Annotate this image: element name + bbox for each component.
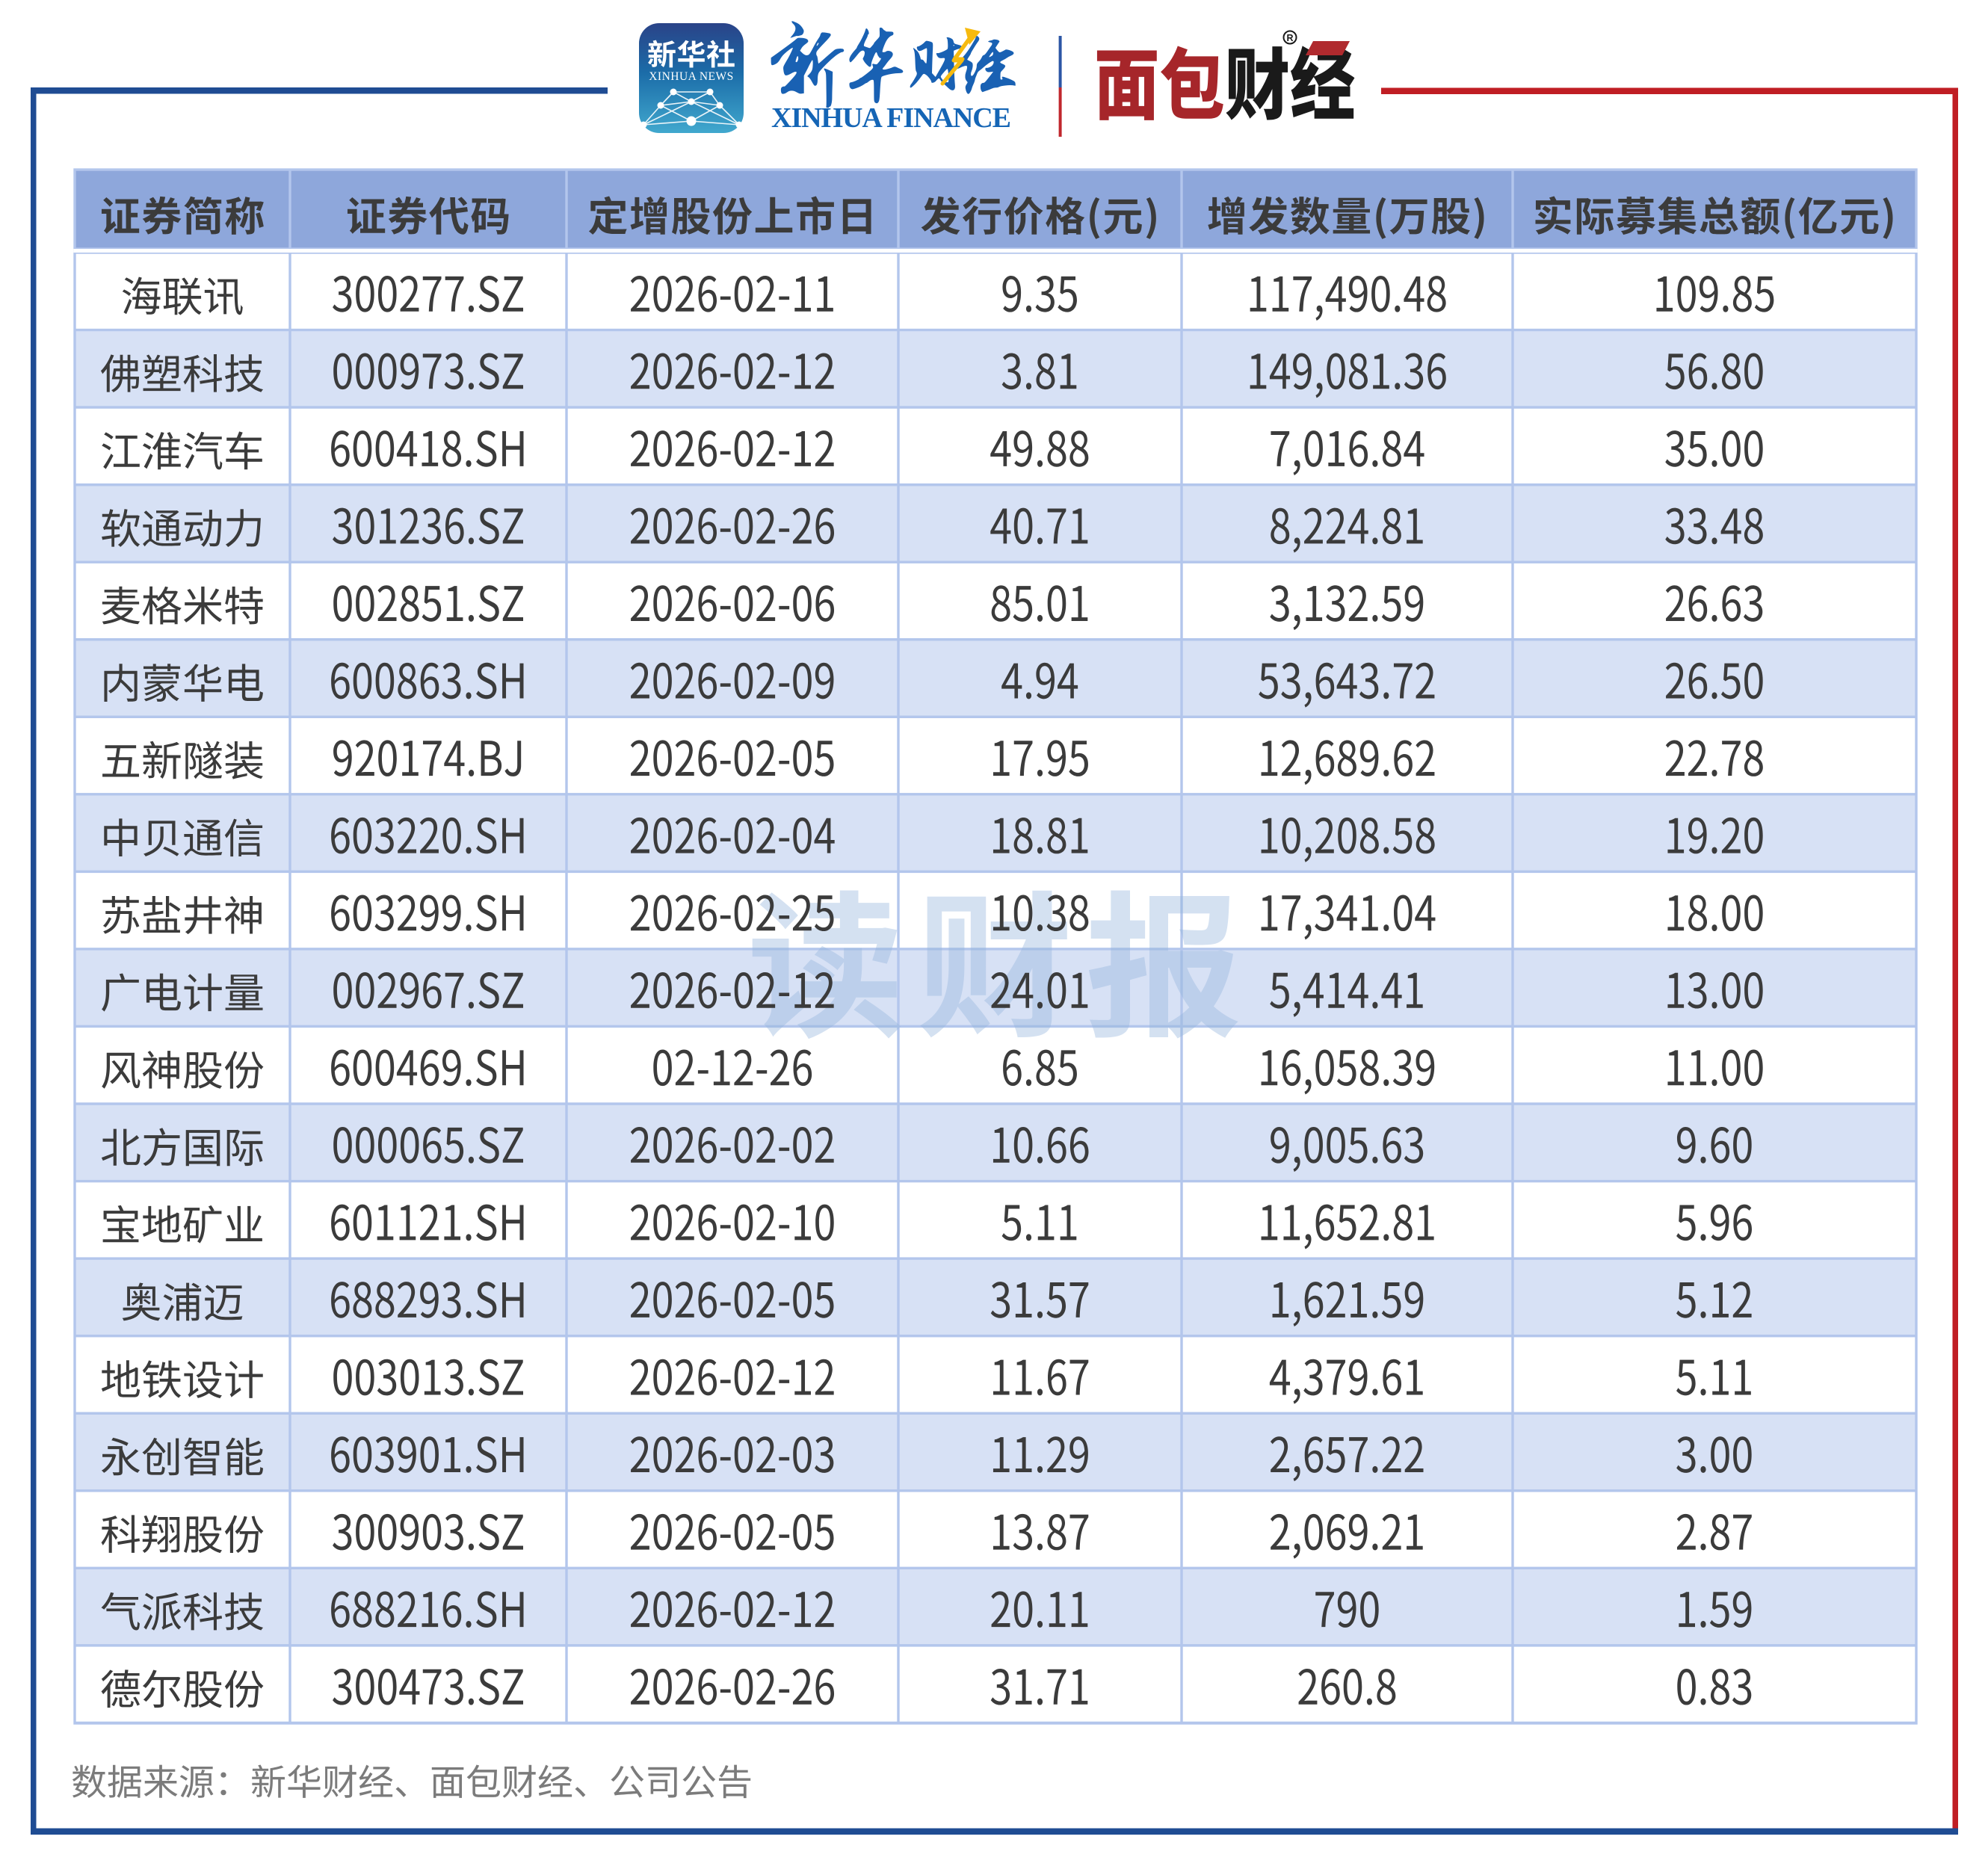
svg-text:XINHUA FINANCE: XINHUA FINANCE bbox=[771, 102, 1011, 134]
svg-text:XINHUA NEWS: XINHUA NEWS bbox=[649, 70, 734, 83]
svg-text:R: R bbox=[1286, 33, 1293, 43]
